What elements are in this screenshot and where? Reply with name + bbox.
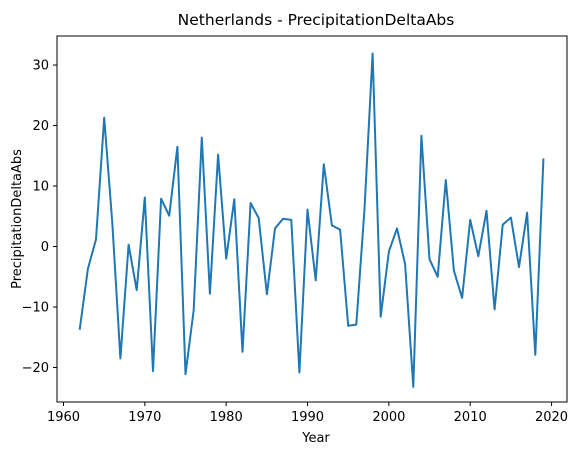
x-tick-label: 2000 (372, 410, 405, 425)
chart-title: Netherlands - PrecipitationDeltaAbs (178, 11, 455, 29)
y-tick-label: 0 (41, 240, 49, 255)
x-axis-title: Year (301, 431, 330, 446)
x-tick-label: 1990 (291, 410, 324, 425)
x-tick-label: 2010 (454, 410, 487, 425)
y-tick-label: 10 (32, 180, 49, 195)
series-line (78, 52, 545, 388)
y-tick-label: 30 (32, 59, 49, 74)
x-tick-label: 1970 (128, 410, 161, 425)
plot-frame (56, 35, 568, 403)
y-tick-label: −20 (22, 361, 49, 376)
x-tick-label: 2020 (535, 410, 568, 425)
y-tick-label: 20 (32, 119, 49, 134)
y-axis-title: PrecipitationDeltaAbs (10, 149, 25, 289)
x-tick-label: 1960 (47, 410, 80, 425)
x-tick-label: 1980 (210, 410, 243, 425)
plot-area: 1960 1970 1980 1990 2000 2010 2020 −20 −10 0 10 20 3… (22, 35, 568, 425)
y-tick-label: −10 (22, 301, 49, 316)
